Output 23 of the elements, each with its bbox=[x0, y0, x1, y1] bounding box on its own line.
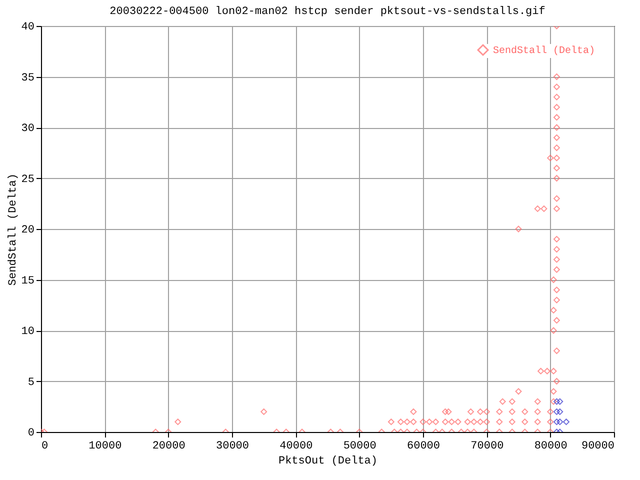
x-tick-label: 0 bbox=[42, 440, 48, 452]
x-tick-label: 90000 bbox=[581, 440, 614, 452]
x-tick-label: 80000 bbox=[534, 440, 568, 452]
y-axis-title: SendStall (Delta) bbox=[7, 173, 20, 286]
y-tick-label: 40 bbox=[21, 22, 34, 34]
y-tick-label: 25 bbox=[21, 174, 34, 186]
x-tick-label: 50000 bbox=[343, 440, 376, 452]
x-tick-label: 10000 bbox=[88, 440, 122, 452]
x-tick-label: 20000 bbox=[152, 440, 186, 452]
x-tick-label: 40000 bbox=[280, 440, 313, 452]
chart-title: 20030222-004500 lon02-man02 hstcp sender pktsout-vs-sendstalls.gif bbox=[110, 6, 546, 18]
y-tick-label: 30 bbox=[21, 123, 34, 135]
y-tick-label: 20 bbox=[21, 224, 34, 236]
x-axis-title: PktsOut (Delta) bbox=[278, 456, 378, 468]
x-tick-label: 60000 bbox=[406, 440, 440, 452]
y-tick-label: 15 bbox=[21, 275, 34, 288]
y-tick-label: 0 bbox=[28, 428, 34, 440]
x-tick-label: 30000 bbox=[216, 440, 250, 452]
legend-label: SendStall (Delta) bbox=[493, 45, 596, 57]
x-tick-label: 70000 bbox=[470, 440, 504, 452]
y-tick-label: 35 bbox=[21, 72, 34, 84]
y-tick-label: 10 bbox=[21, 326, 34, 338]
y-tick-label: 5 bbox=[28, 376, 34, 389]
